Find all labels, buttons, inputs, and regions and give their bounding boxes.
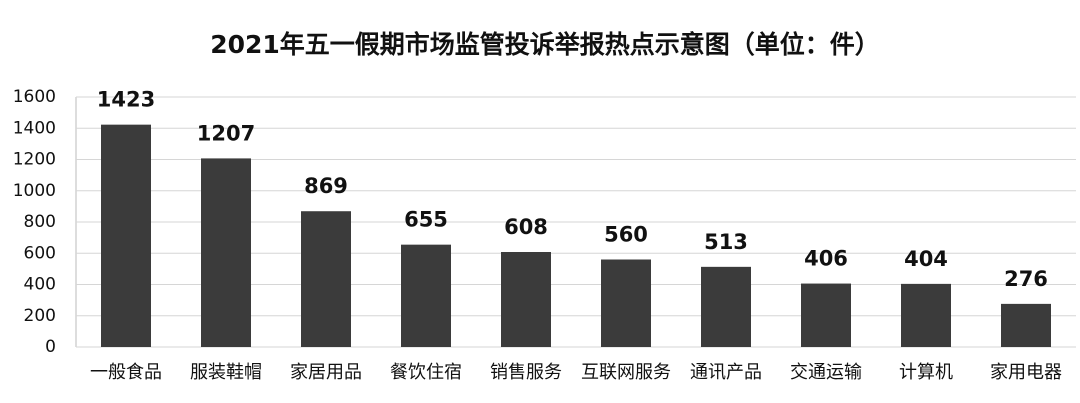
bar — [601, 259, 651, 347]
y-tick-label: 200 — [24, 306, 56, 326]
value-label: 406 — [804, 247, 848, 271]
x-tick-label: 交通运输 — [790, 362, 862, 383]
value-label: 404 — [904, 247, 948, 271]
bar — [201, 158, 251, 347]
value-label: 560 — [604, 223, 648, 247]
bar — [501, 252, 551, 347]
x-tick-label: 服装鞋帽 — [190, 362, 262, 383]
bar — [1001, 303, 1051, 347]
x-tick-label: 通讯产品 — [690, 362, 762, 383]
y-tick-label: 1600 — [13, 87, 56, 107]
x-tick-label: 销售服务 — [490, 362, 562, 383]
x-tick-label: 计算机 — [899, 362, 953, 383]
bar — [701, 266, 751, 347]
bar — [801, 283, 851, 347]
bar — [101, 124, 151, 347]
value-label: 276 — [1004, 267, 1048, 291]
x-tick-label: 互联网服务 — [581, 362, 671, 383]
bar — [901, 283, 951, 347]
bar — [301, 211, 351, 347]
value-label: 608 — [504, 215, 548, 239]
x-tick-label: 家居用品 — [290, 362, 362, 383]
value-label: 1207 — [197, 121, 255, 145]
value-label: 869 — [304, 174, 348, 198]
y-tick-label: 600 — [24, 243, 56, 263]
y-tick-label: 400 — [24, 275, 56, 295]
x-tick-label: 餐饮住宿 — [390, 362, 462, 383]
value-label: 1423 — [97, 88, 155, 112]
x-tick-label: 家用电器 — [990, 362, 1062, 383]
y-tick-label: 1000 — [13, 181, 56, 201]
y-tick-label: 1400 — [13, 118, 56, 138]
y-tick-label: 1200 — [13, 150, 56, 170]
y-tick-label: 800 — [24, 212, 56, 232]
bar — [401, 244, 451, 347]
y-tick-label: 0 — [45, 337, 56, 357]
x-tick-label: 一般食品 — [90, 362, 162, 383]
value-label: 513 — [704, 230, 748, 254]
chart-title: 2021年五一假期市场监管投诉举报热点示意图（单位：件） — [210, 30, 880, 59]
value-label: 655 — [404, 208, 448, 232]
